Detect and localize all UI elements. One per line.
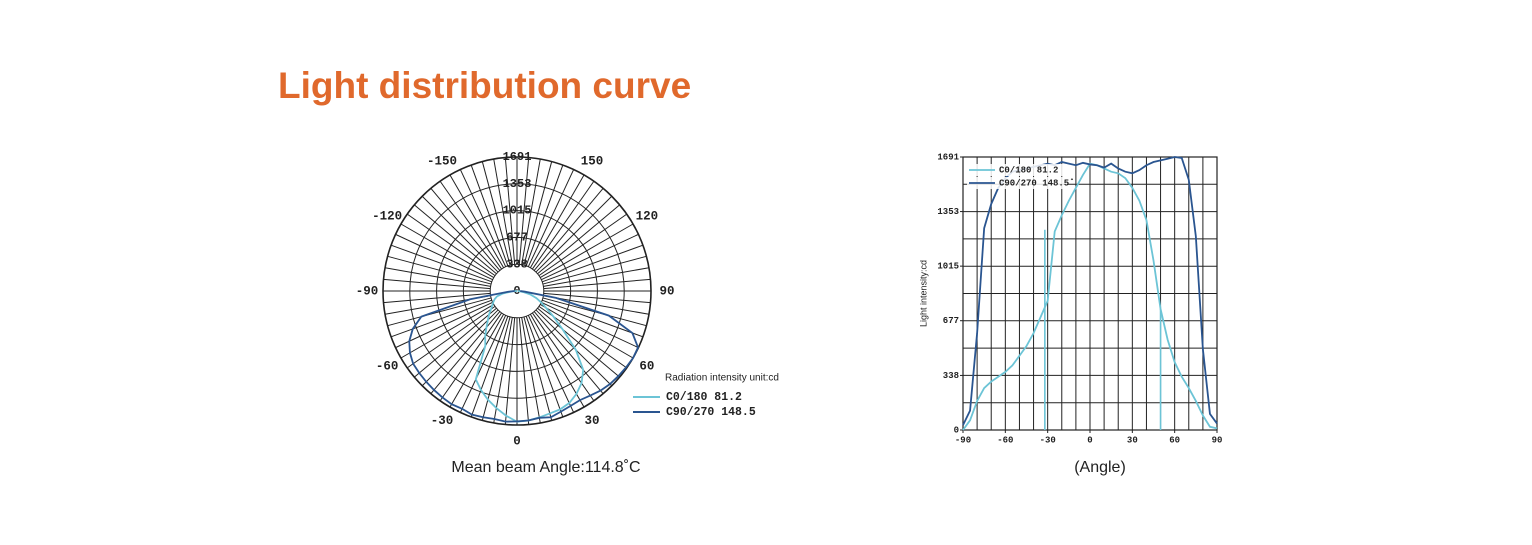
x-tick-label: -90 [955, 435, 971, 445]
legend-label: C90/270 148.5 [666, 406, 756, 419]
y-axis-label: Light intensity:cd [918, 260, 928, 327]
x-tick-label: 60 [1169, 435, 1180, 445]
r-tick-label: 1353 [503, 177, 532, 191]
y-tick-label: 0 [954, 425, 959, 435]
legend-label: C0/180 81.2 [999, 165, 1058, 175]
legend-label: C90/270 148.5˚ [999, 178, 1075, 188]
angle-tick-label: -60 [376, 359, 399, 373]
angle-tick-label: 30 [584, 414, 599, 428]
x-tick-label: -30 [1040, 435, 1056, 445]
r-tick-label: 338 [506, 257, 528, 271]
y-tick-label: 338 [943, 371, 959, 381]
ring [462, 236, 572, 346]
legend-bg [967, 177, 1067, 189]
r-tick-label: 1691 [503, 150, 532, 164]
ring [409, 183, 625, 399]
x-tick-label: 30 [1127, 435, 1138, 445]
angle-tick-label: 0 [513, 434, 521, 448]
r-tick-label: 677 [506, 231, 528, 245]
x-tick-label: 0 [1087, 435, 1092, 445]
page-title: Light distribution curve [278, 65, 691, 106]
angle-tick-label: -150 [427, 154, 457, 168]
x-tick-label: -60 [997, 435, 1013, 445]
y-tick-label: 1015 [937, 262, 959, 272]
angle-tick-label: 60 [639, 359, 654, 373]
legend-title: Radiation intensity unit:cd [665, 373, 779, 384]
y-tick-label: 1353 [937, 207, 959, 217]
y-tick-label: 1691 [937, 152, 959, 162]
angle-tick-label: -120 [372, 209, 402, 223]
r-tick-label: 1015 [503, 204, 532, 218]
angle-tick-label: 90 [659, 284, 674, 298]
angle-tick-label: -90 [356, 284, 379, 298]
angle-tick-label: -30 [431, 414, 454, 428]
angle-tick-label: 150 [581, 154, 604, 168]
angle-tick-label: 120 [636, 209, 659, 223]
y-tick-label: 677 [943, 316, 959, 326]
legend-label: C0/180 81.2 [666, 391, 742, 404]
ring [382, 156, 652, 426]
ring [436, 210, 598, 372]
x-tick-label: 90 [1212, 435, 1223, 445]
ring [489, 263, 545, 319]
polar-curve [408, 290, 639, 423]
x-axis-label: (Angle) [1074, 459, 1126, 476]
legend-bg [967, 164, 1067, 176]
caption: Mean beam Angle:114.8˚C [451, 459, 640, 476]
